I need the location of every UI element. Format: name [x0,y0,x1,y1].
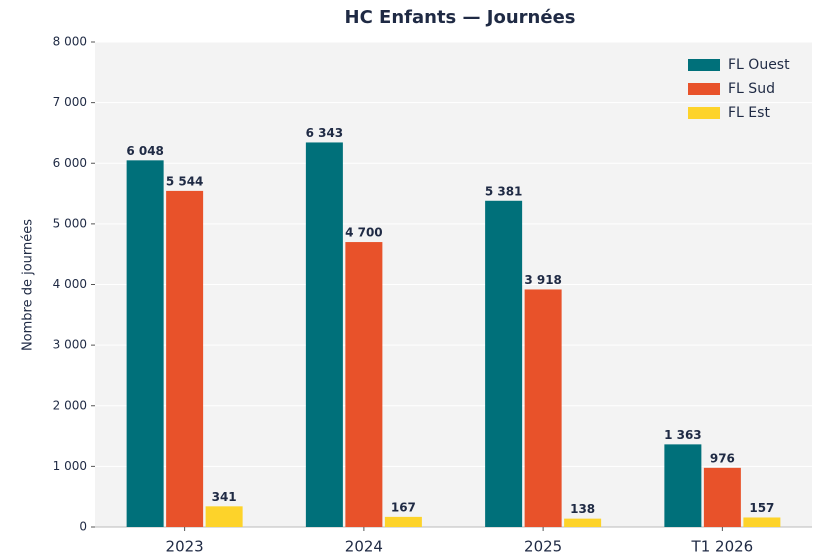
y-tick-label: 4 000 [53,277,87,291]
x-tick-label: T1 2026 [691,538,754,556]
x-tick-label: 2023 [166,538,204,556]
bar [564,518,602,527]
data-label: 3 918 [524,273,562,287]
bar [384,516,422,527]
legend-label: FL Ouest [728,57,790,73]
bar [305,142,343,527]
bar [743,517,781,527]
y-tick-label: 1 000 [53,459,87,473]
data-label: 157 [749,501,774,515]
y-axis-label: Nombre de journées [21,219,36,351]
data-label: 976 [710,451,735,465]
data-label: 167 [391,500,416,514]
y-tick-label: 5 000 [53,216,87,230]
bar [166,190,204,527]
bar [485,200,523,528]
bar [703,467,741,527]
data-label: 341 [212,490,237,504]
x-tick-label: 2024 [345,538,383,556]
legend-swatch [688,59,720,71]
data-label: 5 544 [166,174,204,188]
bar [126,160,164,527]
legend-label: FL Sud [728,81,775,97]
bar [205,506,243,527]
y-tick-label: 6 000 [53,156,87,170]
bar [524,289,562,527]
legend-label: FL Est [728,105,770,121]
chart-title: HC Enfants — Journées [345,7,576,28]
y-tick-label: 0 [79,520,87,534]
bar [345,242,383,527]
y-tick-label: 7 000 [53,95,87,109]
data-label: 6 343 [306,126,344,140]
bar [664,444,702,527]
legend-swatch [688,83,720,95]
data-label: 138 [570,502,595,516]
data-label: 5 381 [485,184,523,198]
data-label: 1 363 [664,428,702,442]
y-tick-label: 3 000 [53,338,87,352]
x-tick-label: 2025 [524,538,562,556]
y-tick-label: 2 000 [53,398,87,412]
y-tick-label: 8 000 [53,35,87,49]
data-label: 6 048 [126,144,164,158]
legend-swatch [688,107,720,119]
data-label: 4 700 [345,226,383,240]
